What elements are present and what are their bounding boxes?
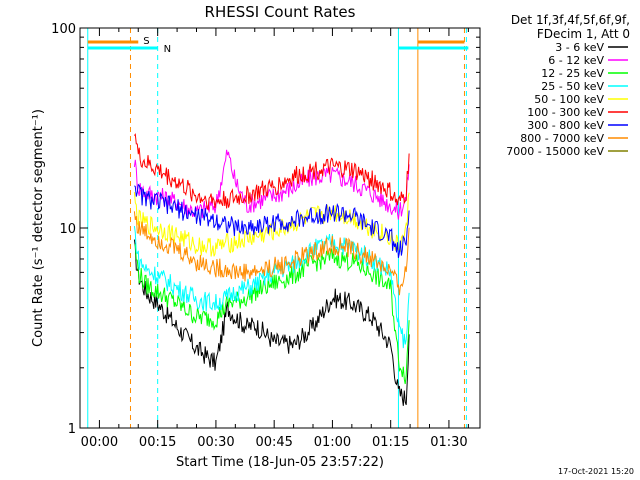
series-line-0 <box>133 239 410 406</box>
x-tick-label: 00:30 <box>197 435 234 450</box>
x-tick-label: 00:00 <box>81 435 118 450</box>
y-tick-label: 10 <box>59 222 76 237</box>
legend-label: 100 - 300 keV <box>527 106 604 119</box>
x-tick-label: 00:15 <box>139 435 176 450</box>
x-axis-title: Start Time (18-Jun-05 23:57:22) <box>176 455 384 470</box>
legend-label: 50 - 100 keV <box>534 93 604 106</box>
chart-title: RHESSI Count Rates <box>205 3 356 21</box>
legend-label: 7000 - 15000 keV <box>506 145 604 158</box>
legend-label: 800 - 7000 keV <box>520 132 604 145</box>
series-line-1 <box>133 149 410 220</box>
legend-label: 12 - 25 keV <box>541 67 604 80</box>
y-tick-label: 100 <box>51 22 76 37</box>
vertical-markers <box>87 28 467 428</box>
x-tick-label: 01:00 <box>314 435 351 450</box>
series-line-3 <box>133 226 410 349</box>
legend-label: 3 - 6 keV <box>555 41 604 54</box>
series-line-6 <box>134 183 410 258</box>
y-axis-title: Count Rate (s⁻¹ detector segment⁻¹) <box>31 109 46 347</box>
attenuator-label-s: S <box>143 36 149 47</box>
data-series <box>133 133 410 406</box>
x-tick-label: 01:15 <box>372 435 409 450</box>
y-axis-ticks: 1 10 100 <box>51 22 480 437</box>
attenuator-bars: SN <box>87 36 469 55</box>
legend-title-line-2: FDecim 1, Att 0 <box>537 27 630 41</box>
legend-label: 6 - 12 keV <box>548 54 604 67</box>
legend-title-line-1: Det 1f,3f,4f,5f,6f,9f, <box>511 13 630 27</box>
x-tick-label: 00:45 <box>255 435 292 450</box>
legend-label: 25 - 50 keV <box>541 80 604 93</box>
series-line-7 <box>133 211 410 296</box>
attenuator-label-n: N <box>164 44 171 55</box>
x-tick-label: 01:30 <box>430 435 467 450</box>
legend-label: 300 - 800 keV <box>527 119 604 132</box>
y-tick-label: 1 <box>68 422 76 437</box>
footer-date: 17-Oct-2021 15:20 <box>558 467 634 476</box>
x-axis-ticks: 00:00 00:15 00:30 00:45 01:00 01:15 01:30 <box>81 28 469 450</box>
series-line-5 <box>133 133 410 211</box>
